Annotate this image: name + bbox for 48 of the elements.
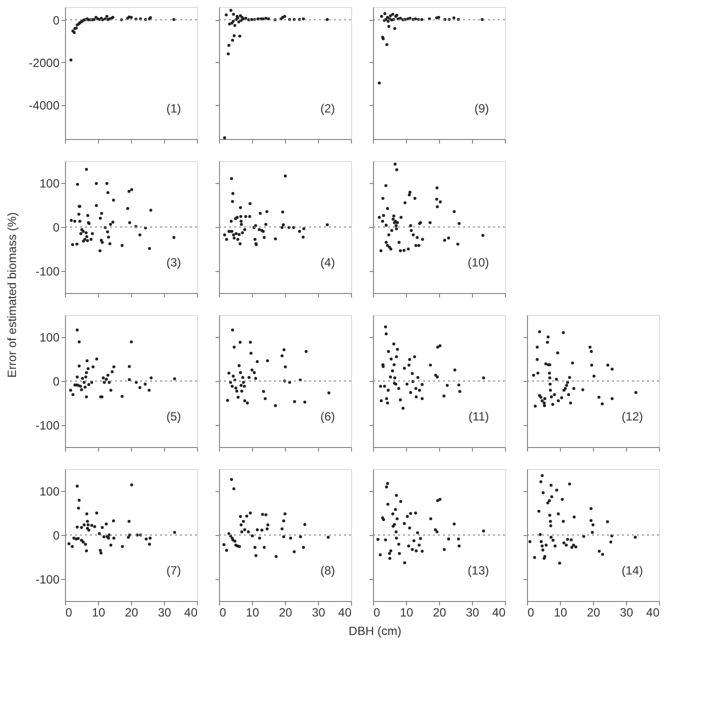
x-tick-label: 20 [432,606,446,620]
x-tick-label: 30 [312,606,326,620]
annotation: (1) [166,102,181,116]
annotation: (6) [320,410,335,424]
x-tick-label: 0 [66,606,72,620]
annotation: (14) [622,564,643,578]
y-tick-label: 0 [52,13,60,28]
y-axis-title: Error of estimated biomass (%) [5,212,19,378]
x-axis-title: DBH (cm) [348,624,402,638]
annotation: (8) [320,564,335,578]
y-tick-label: 0 [52,528,60,542]
x-tick-label: 40 [184,606,198,620]
x-tick-label: 40 [338,606,352,620]
x-tick-label: 0 [528,606,534,620]
y-tick-label: -4000 [28,98,60,112]
y-tick-label: 100 [39,484,60,498]
x-tick-label: 30 [158,606,172,620]
x-tick-label: 20 [124,606,138,620]
y-tick-label: -100 [35,418,60,432]
y-tick-label: 100 [39,330,60,344]
x-tick-label: 0 [220,606,226,620]
x-tick-label: 30 [620,606,634,620]
annotation: (5) [166,410,181,424]
annotation: (9) [474,102,489,116]
y-tick-label: 0 [52,374,60,388]
x-tick-label: 10 [246,606,260,620]
x-tick-label: 0 [374,606,380,620]
y-tick-label: -2000 [28,56,60,70]
annotation: (12) [622,410,643,424]
x-tick-label: 30 [466,606,480,620]
annotation: (3) [166,256,181,270]
x-tick-label: 40 [646,606,660,620]
annotation: (7) [166,564,181,578]
x-tick-label: 10 [554,606,568,620]
y-tick-label: 100 [39,176,60,190]
x-tick-label: 20 [586,606,600,620]
y-tick-label: -100 [35,264,60,278]
annotation: (10) [468,256,489,270]
y-tick-label: 0 [52,220,60,234]
x-tick-label: 20 [278,606,292,620]
annotation: (13) [468,564,489,578]
x-tick-label: 10 [92,606,106,620]
x-tick-label: 40 [492,606,506,620]
x-tick-label: 10 [400,606,414,620]
annotation: (11) [468,410,489,424]
y-tick-label: -100 [35,572,60,586]
annotation: (2) [320,102,335,116]
annotation: (4) [320,256,335,270]
